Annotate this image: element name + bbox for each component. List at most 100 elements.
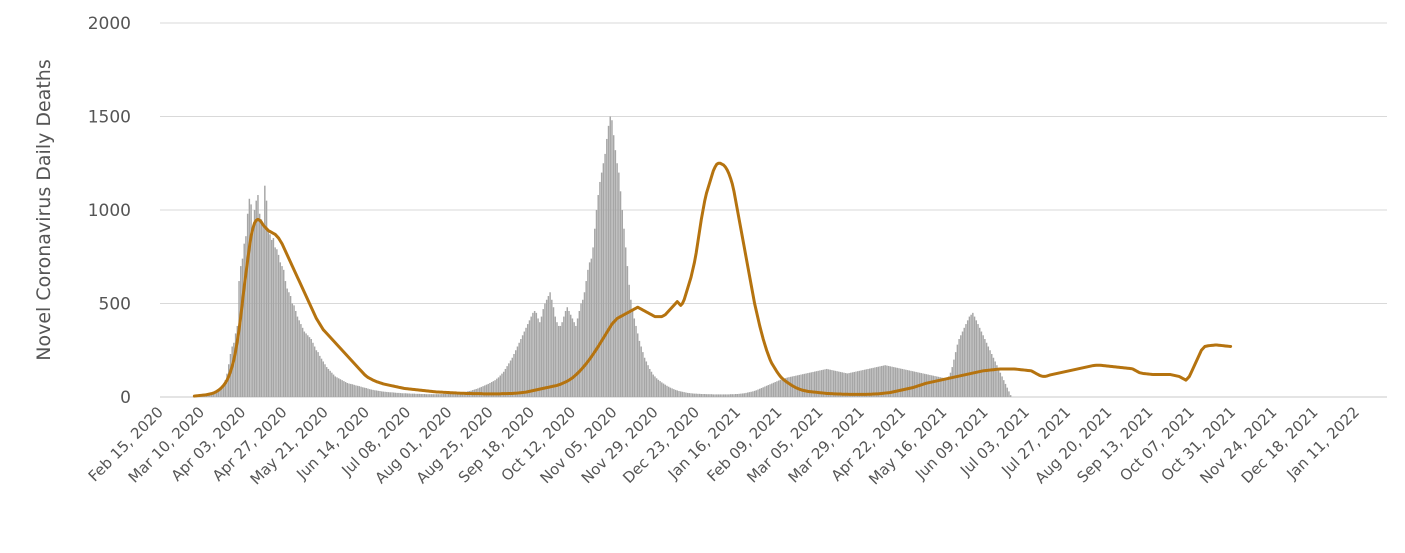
bar	[453, 393, 455, 397]
bar	[599, 181, 601, 397]
bar	[374, 390, 376, 397]
bar	[444, 394, 446, 397]
bar	[332, 374, 335, 397]
bar	[372, 389, 374, 397]
bar	[568, 310, 570, 397]
bar	[484, 385, 486, 397]
bar	[489, 382, 491, 397]
bar	[963, 327, 965, 397]
bar	[449, 393, 452, 397]
bar	[571, 318, 574, 397]
bar	[382, 391, 385, 397]
bar	[566, 307, 569, 397]
bar	[623, 228, 625, 397]
bar	[520, 339, 522, 397]
bar	[1004, 383, 1007, 397]
bar	[616, 163, 618, 397]
bar	[724, 394, 727, 397]
bar	[240, 266, 242, 397]
bar	[384, 391, 386, 397]
bar	[887, 365, 890, 397]
bar	[535, 312, 538, 397]
bar	[614, 150, 617, 397]
bar	[856, 371, 859, 397]
bar	[970, 314, 972, 397]
bar	[915, 371, 917, 397]
bar	[398, 392, 400, 397]
bar	[645, 361, 648, 397]
bar	[547, 296, 550, 397]
bar	[454, 393, 457, 397]
bar	[222, 383, 225, 397]
bar	[312, 342, 314, 397]
bar	[370, 389, 373, 397]
bar	[930, 375, 933, 397]
bar	[1003, 380, 1005, 397]
bar	[929, 374, 931, 397]
bar	[903, 369, 905, 397]
bar	[848, 373, 850, 397]
bar	[214, 392, 216, 397]
bar	[968, 316, 971, 397]
bar	[575, 325, 577, 397]
bar	[765, 385, 768, 397]
bar	[303, 331, 306, 397]
bar	[932, 375, 935, 397]
bar	[937, 376, 940, 397]
bar	[858, 370, 861, 397]
bar	[989, 350, 991, 397]
bar	[458, 392, 460, 397]
bar	[406, 393, 409, 397]
bar	[829, 369, 831, 397]
bar	[228, 364, 230, 397]
bar	[1001, 376, 1003, 397]
bar	[676, 390, 678, 397]
bar	[824, 369, 826, 397]
bar	[439, 394, 441, 397]
bar	[865, 369, 868, 397]
bar	[826, 368, 828, 397]
bar	[480, 386, 483, 397]
bar	[764, 386, 766, 397]
bar	[523, 331, 526, 397]
bar	[267, 228, 269, 397]
bar	[286, 288, 288, 397]
bar	[755, 390, 758, 397]
bar	[767, 385, 770, 397]
bar	[252, 228, 254, 397]
bar	[860, 370, 862, 397]
bar	[499, 375, 501, 397]
bar	[563, 316, 565, 397]
bar	[978, 327, 981, 397]
bar	[786, 377, 788, 397]
bar	[554, 316, 556, 397]
bar	[650, 371, 653, 397]
bar	[844, 373, 847, 397]
bar	[391, 392, 393, 397]
bar	[783, 378, 785, 397]
bar	[432, 394, 434, 397]
bar	[300, 324, 302, 397]
bar	[841, 372, 843, 397]
bar	[664, 384, 666, 397]
bar	[264, 185, 266, 397]
bar	[698, 393, 701, 397]
bar	[327, 368, 330, 397]
bar	[652, 374, 654, 397]
bar	[515, 350, 517, 397]
bar	[226, 373, 228, 398]
bar	[334, 376, 337, 397]
bar	[233, 342, 235, 397]
bar	[325, 367, 328, 397]
bar	[997, 368, 1000, 397]
bar	[224, 380, 227, 397]
bar	[705, 394, 708, 397]
bar	[442, 394, 445, 397]
bar	[661, 382, 663, 397]
bar	[231, 346, 233, 397]
bar	[441, 394, 443, 397]
bar	[759, 388, 761, 397]
bar	[642, 352, 644, 397]
x-tick-label: Jan 11, 2022	[1283, 403, 1363, 483]
